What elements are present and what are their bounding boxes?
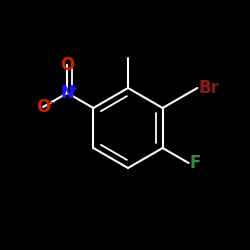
Text: +: + bbox=[70, 84, 78, 94]
Text: O: O bbox=[36, 98, 50, 116]
Text: Br: Br bbox=[198, 79, 219, 97]
Text: F: F bbox=[190, 154, 201, 172]
Text: O: O bbox=[60, 56, 74, 74]
Text: N: N bbox=[60, 84, 74, 102]
Text: −: − bbox=[46, 98, 56, 108]
